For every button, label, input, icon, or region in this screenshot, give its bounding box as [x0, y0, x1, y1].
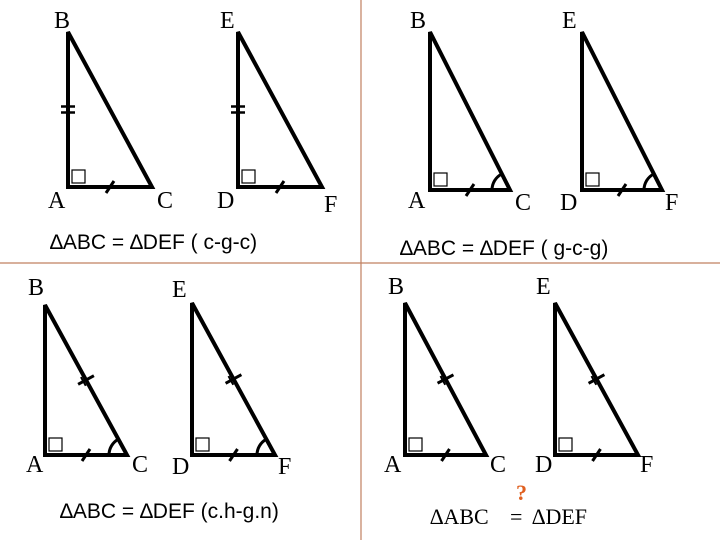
vertex-label: E: [220, 8, 235, 34]
tick: [228, 448, 239, 462]
tick: [104, 180, 116, 194]
vertex-label: F: [640, 452, 653, 478]
tick: [439, 375, 447, 386]
caption: ∆ABC = ∆DEF (c.h-g.n): [60, 500, 279, 523]
caption-right: ∆DEF: [532, 504, 587, 529]
tick: [436, 373, 455, 385]
right-angle: [585, 172, 600, 187]
tick: [80, 448, 92, 462]
tick: [80, 376, 87, 387]
tick: [77, 374, 95, 386]
vertex-label: C: [515, 190, 531, 216]
caption-relation: =: [510, 504, 522, 529]
tick: [227, 375, 235, 386]
right-angle: [408, 437, 423, 452]
vertex-label: D: [535, 452, 552, 478]
tick: [591, 448, 602, 462]
triangle: [428, 31, 514, 192]
question-mark: ?: [516, 480, 527, 505]
vertex-label: A: [384, 452, 402, 478]
vertex-label: F: [324, 192, 337, 218]
vertex-label: A: [26, 452, 44, 478]
right-angle: [195, 437, 210, 452]
vertex-label: F: [278, 454, 291, 480]
vertex-label: C: [132, 452, 148, 478]
tick: [616, 183, 628, 197]
right-angle: [71, 169, 86, 184]
angle-arc: [490, 172, 503, 191]
vertex-label: D: [217, 188, 234, 214]
tick: [440, 448, 451, 462]
triangle: [236, 31, 326, 189]
vertex-label: C: [490, 452, 506, 478]
triangle: [66, 31, 156, 189]
vertex-label: B: [54, 8, 70, 34]
vertex-label: C: [157, 188, 173, 214]
vertex-label: E: [562, 8, 577, 34]
tick: [587, 373, 606, 385]
tick: [464, 183, 476, 197]
right-angle: [48, 437, 63, 452]
vertex-label: B: [388, 274, 404, 300]
vertex-label: D: [172, 454, 189, 480]
vertex-label: A: [408, 188, 426, 214]
right-angle: [241, 169, 256, 184]
vertex-label: E: [536, 274, 551, 300]
right-angle: [433, 172, 448, 187]
triangle: [580, 31, 666, 192]
vertex-label: B: [28, 275, 44, 301]
vertex-label: A: [48, 188, 66, 214]
vertex-label: B: [410, 8, 426, 34]
angle-arc: [255, 437, 268, 456]
angle-arc: [642, 172, 655, 191]
right-angle: [558, 437, 573, 452]
caption-left: ∆ABC: [430, 504, 489, 529]
vertex-label: D: [560, 190, 577, 216]
caption: ∆ABC = ∆DEF ( c-g-c): [50, 231, 257, 254]
tick: [224, 373, 243, 385]
tick: [590, 375, 598, 386]
tick: [274, 180, 286, 194]
vertex-label: F: [665, 190, 678, 216]
vertex-label: E: [172, 277, 187, 303]
caption: ∆ABC = ∆DEF ( g-c-g): [400, 237, 608, 260]
angle-arc: [107, 437, 120, 456]
